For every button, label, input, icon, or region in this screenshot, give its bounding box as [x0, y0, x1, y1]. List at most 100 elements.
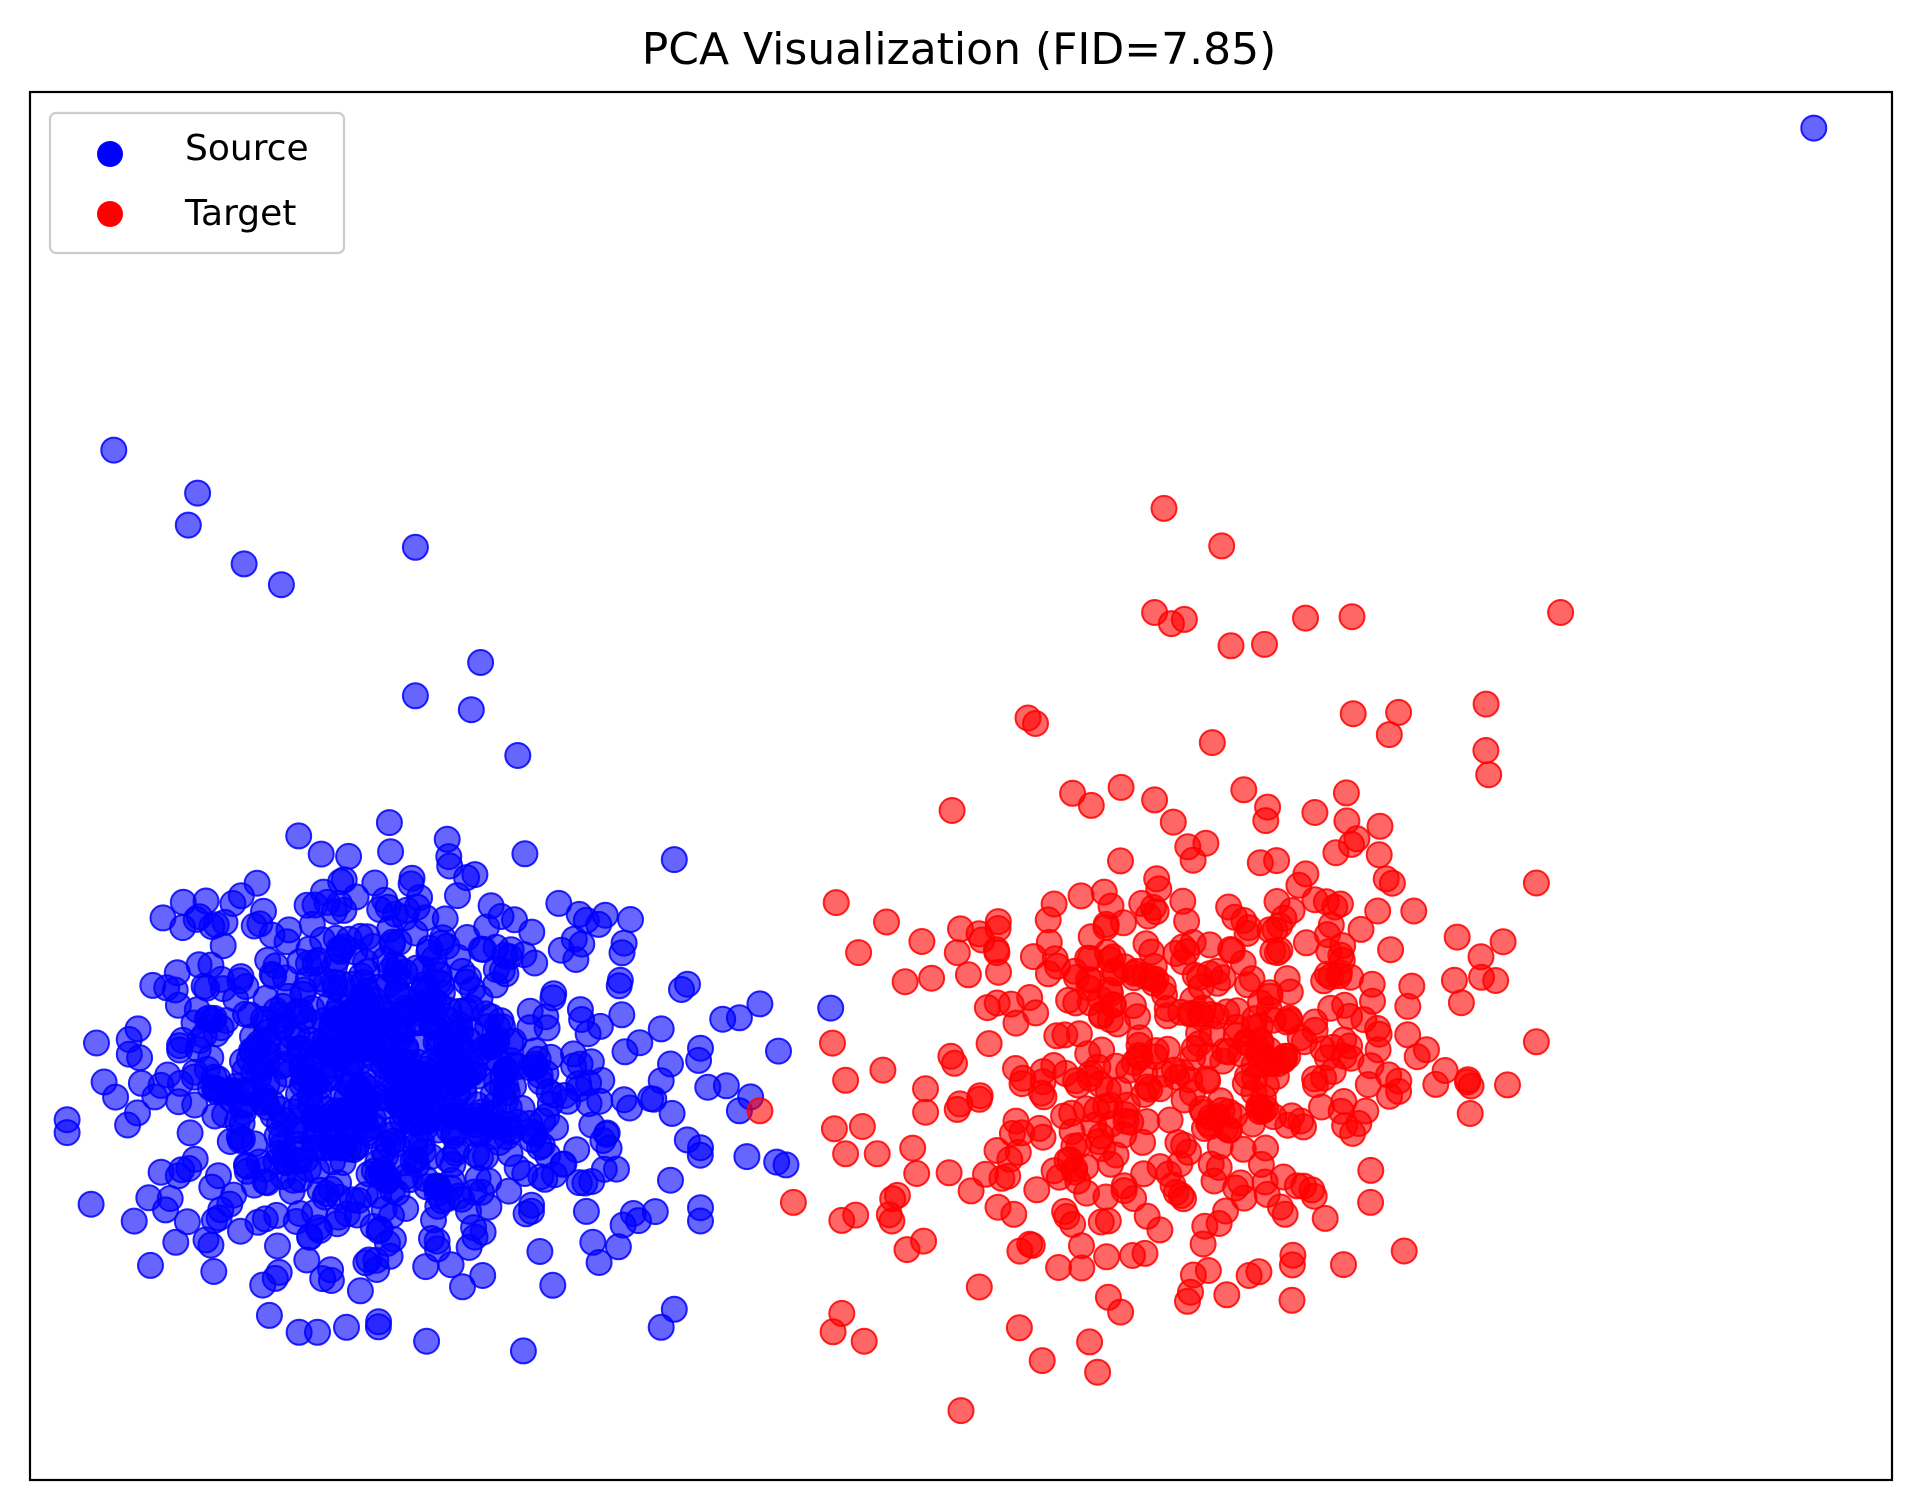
- point-target: [899, 1134, 927, 1162]
- legend: Source Target: [48, 111, 346, 255]
- legend-box: [48, 111, 346, 255]
- point-source: [477, 892, 505, 920]
- point-source: [273, 928, 301, 956]
- point-target: [1301, 799, 1329, 826]
- point-target: [1240, 1051, 1268, 1079]
- point-target: [965, 1273, 993, 1301]
- point-source: [585, 1249, 613, 1276]
- point-source: [660, 1295, 688, 1323]
- point-source: [310, 1007, 338, 1034]
- point-target: [1150, 494, 1178, 522]
- point-target: [1264, 939, 1291, 967]
- point-source: [347, 962, 375, 990]
- point-source: [375, 809, 403, 837]
- point-target: [850, 1327, 878, 1355]
- point-target: [912, 1075, 939, 1103]
- point-target: [1440, 966, 1468, 994]
- point-target: [1468, 963, 1495, 991]
- axes-frame: [28, 90, 1894, 1482]
- point-target: [1266, 1193, 1294, 1221]
- point-target: [1292, 860, 1320, 888]
- point-target: [1301, 1008, 1329, 1036]
- point-source: [687, 1034, 714, 1062]
- point-source: [365, 1308, 393, 1336]
- point-target: [1045, 1254, 1073, 1281]
- point-target: [1329, 932, 1357, 960]
- point-source: [262, 952, 290, 980]
- point-target: [1181, 961, 1209, 989]
- point-target: [1200, 1167, 1228, 1195]
- point-target: [1133, 1202, 1161, 1230]
- point-target: [891, 968, 919, 996]
- point-source: [232, 973, 260, 1000]
- point-source: [283, 998, 311, 1026]
- point-source: [385, 928, 413, 956]
- point-source: [550, 1082, 578, 1109]
- point-target: [965, 920, 993, 948]
- point-source: [377, 838, 405, 866]
- point-target: [988, 1164, 1016, 1192]
- point-target: [1062, 964, 1090, 991]
- point-target: [1094, 1207, 1122, 1235]
- points-layer: [53, 114, 1828, 1425]
- point-source: [657, 1166, 684, 1194]
- point-source: [412, 1253, 440, 1281]
- point-target: [822, 889, 850, 917]
- point-target: [1330, 1251, 1357, 1279]
- point-source: [437, 1251, 465, 1279]
- point-target: [845, 939, 873, 967]
- point-target: [1357, 1156, 1385, 1184]
- point-source: [230, 550, 258, 578]
- point-target: [1198, 729, 1226, 757]
- point-target: [941, 1049, 968, 1077]
- point-target: [1385, 1077, 1413, 1105]
- point-source: [418, 1225, 445, 1252]
- point-target: [1023, 1176, 1051, 1204]
- point-target: [984, 1193, 1012, 1221]
- point-target: [1251, 630, 1278, 658]
- point-target: [1034, 960, 1062, 988]
- point-target: [848, 1113, 876, 1140]
- point-target: [1077, 791, 1105, 819]
- point-target: [1213, 1281, 1241, 1309]
- point-source: [261, 1264, 289, 1292]
- point-source: [449, 1273, 476, 1301]
- point-source: [560, 925, 588, 953]
- point-source: [378, 1202, 405, 1230]
- point-target: [893, 1236, 921, 1264]
- point-target: [1175, 1138, 1202, 1166]
- point-source: [202, 911, 230, 939]
- point-source: [647, 1313, 675, 1341]
- point-source: [216, 1128, 244, 1155]
- point-source: [180, 1009, 208, 1037]
- point-source: [411, 1055, 439, 1083]
- point-source: [227, 882, 255, 910]
- point-target: [1447, 989, 1475, 1017]
- point-target: [1403, 1043, 1431, 1071]
- point-target: [1169, 887, 1197, 915]
- point-target: [1325, 959, 1353, 986]
- point-source: [137, 1251, 164, 1279]
- point-target: [1093, 1243, 1121, 1271]
- point-source: [459, 976, 487, 1004]
- point-source: [516, 1014, 544, 1042]
- point-source: [233, 1157, 261, 1185]
- point-source: [435, 1146, 462, 1174]
- legend-label-source: Source: [185, 128, 309, 169]
- point-source: [401, 533, 429, 561]
- point-source: [455, 1197, 482, 1225]
- point-source: [296, 1223, 324, 1251]
- point-source: [309, 1265, 337, 1293]
- point-target: [1249, 1084, 1277, 1112]
- point-source: [518, 918, 546, 946]
- point-target: [1084, 1358, 1112, 1386]
- point-source: [264, 1232, 291, 1260]
- point-source: [175, 1155, 203, 1182]
- point-source: [413, 1096, 441, 1124]
- point-source: [733, 1143, 761, 1171]
- point-target: [1475, 761, 1503, 789]
- point-source: [534, 1141, 562, 1169]
- point-target: [1431, 1057, 1459, 1084]
- point-source: [1800, 114, 1828, 142]
